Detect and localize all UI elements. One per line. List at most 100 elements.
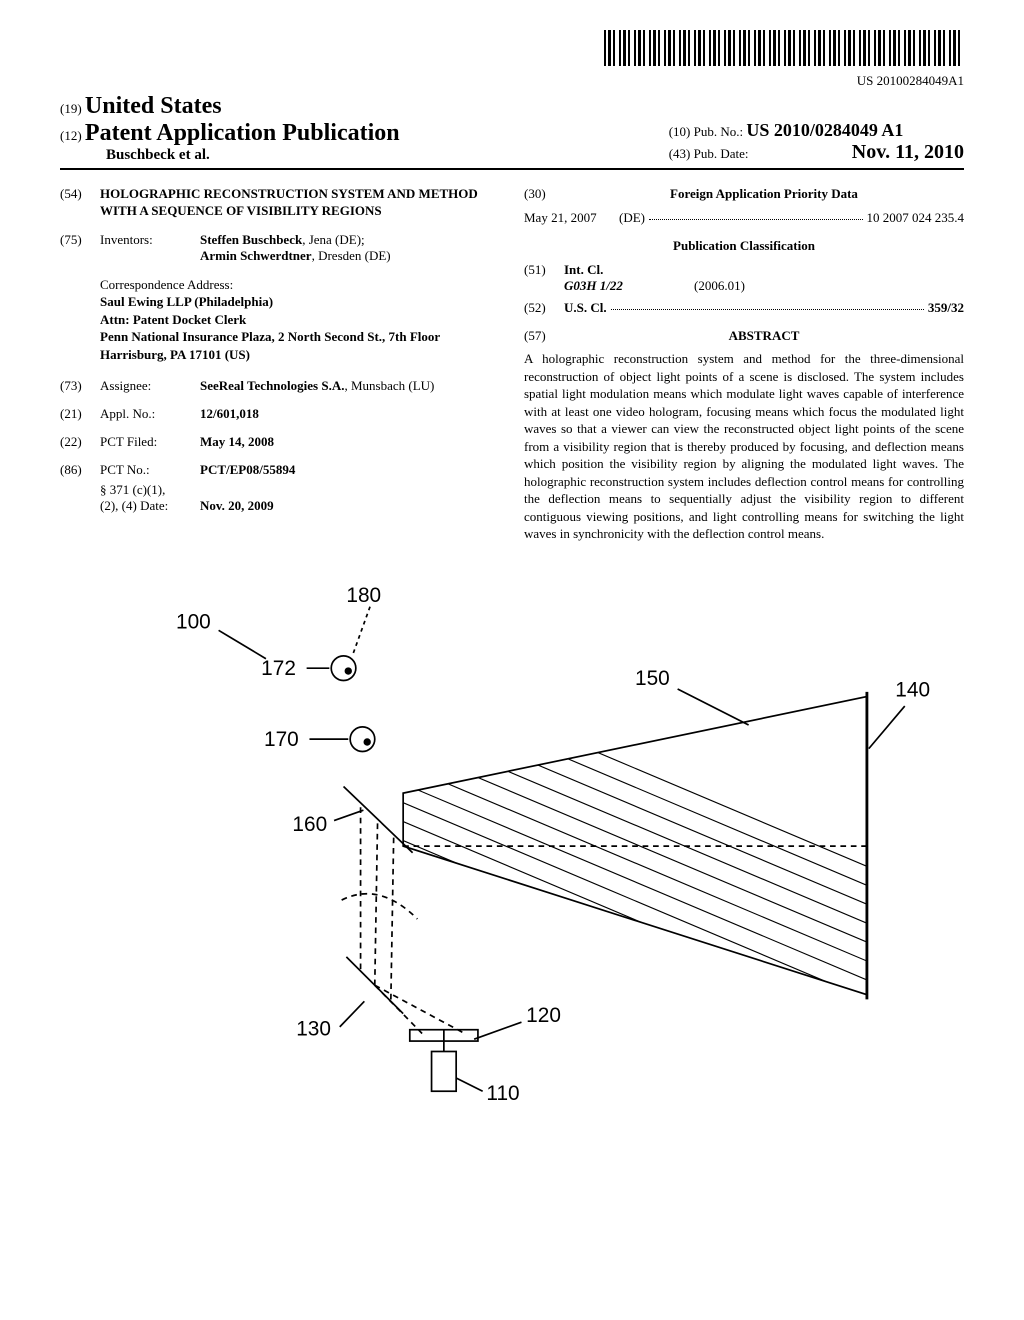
assignee-name: SeeReal Technologies S.A. [200, 378, 344, 393]
publication-number: US 2010/0284049 A1 [746, 120, 903, 140]
label-150: 150 [635, 667, 670, 690]
field-73: (73) Assignee: SeeReal Technologies S.A.… [60, 378, 500, 394]
foreign-date: May 21, 2007 [524, 210, 619, 226]
label-120: 120 [526, 1004, 561, 1027]
publication-row: (12) Patent Application Publication Busc… [60, 120, 964, 170]
field-75: (75) Inventors: Steffen Buschbeck, Jena … [60, 232, 500, 264]
field-21: (21) Appl. No.: 12/601,018 [60, 406, 500, 422]
pub-left: (12) Patent Application Publication Busc… [60, 120, 400, 164]
pubno-label: Pub. No.: [694, 124, 743, 139]
abstract-text: A holographic reconstruction system and … [524, 350, 964, 543]
application-number: 12/601,018 [200, 406, 500, 422]
figure-labels: 100 180 172 170 160 150 140 130 120 110 [176, 584, 930, 1105]
s371-label: § 371 (c)(1), (2), (4) Date: [100, 482, 200, 514]
bibliographic-columns: (54) HOLOGRAPHIC RECONSTRUCTION SYSTEM A… [60, 186, 964, 543]
header-block: (19) United States (12) Patent Applicati… [60, 93, 964, 170]
pct-number: PCT/EP08/55894 [200, 462, 500, 478]
correspondence-block: Correspondence Address: Saul Ewing LLP (… [100, 276, 500, 364]
barcode-graphic [604, 30, 964, 66]
publication-type: Patent Application Publication [85, 120, 400, 146]
correspondence-line-3: Penn National Insurance Plaza, 2 North S… [100, 328, 500, 346]
code-75: (75) [60, 232, 100, 264]
field-371: § 371 (c)(1), (2), (4) Date: Nov. 20, 20… [60, 482, 500, 514]
field-22: (22) PCT Filed: May 14, 2008 [60, 434, 500, 450]
country-line: (19) United States [60, 93, 964, 120]
code-52: (52) [524, 300, 564, 316]
pctno-label: PCT No.: [100, 462, 200, 478]
label-140: 140 [895, 679, 930, 702]
s371-date: Nov. 20, 2009 [200, 498, 500, 514]
code-30: (30) [524, 186, 564, 202]
right-column: (30) Foreign Application Priority Data M… [524, 186, 964, 543]
inventors-value: Steffen Buschbeck, Jena (DE); Armin Schw… [200, 232, 500, 264]
foreign-priority-title: Foreign Application Priority Data [564, 186, 964, 202]
correspondence-label: Correspondence Address: [100, 276, 500, 294]
pubdate-label: Pub. Date: [694, 146, 749, 162]
correspondence-line-4: Harrisburg, PA 17101 (US) [100, 346, 500, 364]
label-130: 130 [296, 1017, 331, 1040]
code-54: (54) [60, 186, 100, 220]
barcode-text: US 20100284049A1 [60, 73, 964, 89]
fig-element-lens [342, 894, 418, 919]
label-180: 180 [346, 584, 381, 607]
field-51: (51) Int. Cl. [524, 262, 964, 278]
intcl-code: G03H 1/22 [564, 278, 694, 294]
code-43: (43) [669, 146, 691, 161]
label-172: 172 [261, 657, 296, 680]
foreign-priority-row: May 21, 2007 (DE) 10 2007 024 235.4 [524, 210, 964, 226]
label-110: 110 [486, 1082, 519, 1105]
intcl-year: (2006.01) [694, 278, 745, 294]
s371-line-1: § 371 (c)(1), [100, 482, 200, 498]
correspondence-line-1: Saul Ewing LLP (Philadelphia) [100, 293, 500, 311]
fig-element-170 [350, 727, 375, 752]
fig-element-110 [432, 1051, 457, 1091]
pct-filed-date: May 14, 2008 [200, 434, 500, 450]
code-12: (12) [60, 128, 82, 143]
label-170: 170 [264, 728, 299, 751]
inventor-2-loc: , Dresden (DE) [312, 248, 391, 263]
authors-line: Buschbeck et al. [106, 147, 400, 164]
label-160: 160 [292, 813, 327, 836]
figure-svg: 100 180 172 170 160 150 140 130 120 110 [82, 583, 942, 1113]
abstract-title: ABSTRACT [564, 328, 964, 344]
field-57: (57) ABSTRACT [524, 328, 964, 344]
pub-right: (10) Pub. No.: US 2010/0284049 A1 (43) P… [669, 120, 964, 164]
assignee-value: SeeReal Technologies S.A., Munsbach (LU) [200, 378, 500, 394]
code-10: (10) [669, 124, 691, 139]
inventor-1-loc: , Jena (DE); [302, 232, 364, 247]
label-100: 100 [176, 610, 211, 633]
foreign-country: (DE) [619, 210, 645, 226]
country-name: United States [85, 93, 222, 119]
invention-title: HOLOGRAPHIC RECONSTRUCTION SYSTEM AND ME… [100, 186, 500, 220]
code-19: (19) [60, 101, 82, 116]
uscl-value: 359/32 [928, 300, 964, 316]
field-30: (30) Foreign Application Priority Data [524, 186, 964, 202]
publication-classification-title: Publication Classification [524, 238, 964, 254]
assignee-loc: , Munsbach (LU) [344, 378, 434, 393]
code-21: (21) [60, 406, 100, 422]
field-52: (52) U.S. Cl. 359/32 [524, 300, 964, 316]
correspondence-line-2: Attn: Patent Docket Clerk [100, 311, 500, 329]
code-86: (86) [60, 462, 100, 478]
inventor-1-name: Steffen Buschbeck [200, 232, 302, 247]
field-54: (54) HOLOGRAPHIC RECONSTRUCTION SYSTEM A… [60, 186, 500, 220]
code-51: (51) [524, 262, 564, 278]
uscl-label: U.S. Cl. [564, 300, 607, 316]
pctfiled-label: PCT Filed: [100, 434, 200, 450]
applno-label: Appl. No.: [100, 406, 200, 422]
fig-element-172 [331, 656, 356, 681]
fig-element-160 [344, 786, 413, 852]
s371-line-2: (2), (4) Date: [100, 498, 200, 514]
left-column: (54) HOLOGRAPHIC RECONSTRUCTION SYSTEM A… [60, 186, 500, 543]
assignee-label: Assignee: [100, 378, 200, 394]
inventor-2-name: Armin Schwerdtner [200, 248, 312, 263]
patent-figure: 100 180 172 170 160 150 140 130 120 110 [60, 583, 964, 1113]
code-57: (57) [524, 328, 564, 344]
code-22: (22) [60, 434, 100, 450]
inventors-label: Inventors: [100, 232, 200, 264]
field-86: (86) PCT No.: PCT/EP08/55894 [60, 462, 500, 478]
intcl-label: Int. Cl. [564, 262, 603, 278]
code-73: (73) [60, 378, 100, 394]
intcl-row: G03H 1/22 (2006.01) [524, 278, 964, 294]
fig-element-180 [353, 607, 370, 654]
